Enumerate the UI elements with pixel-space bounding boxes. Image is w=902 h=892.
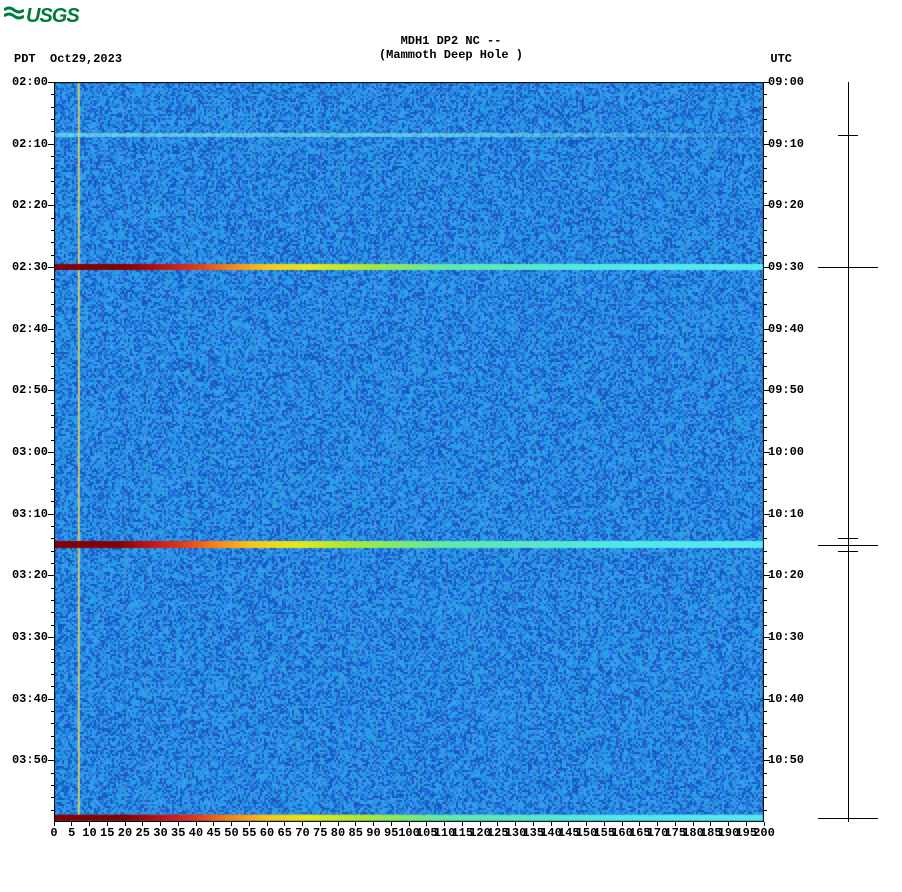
x-tick: 200 [753, 826, 775, 840]
y-tick-right: 10:10 [768, 507, 804, 521]
x-tick: 65 [278, 826, 292, 840]
y-tick-left: 02:10 [4, 137, 48, 151]
y-tick-right: 10:50 [768, 753, 804, 767]
x-tick: 30 [153, 826, 167, 840]
y-tick-left: 03:40 [4, 692, 48, 706]
x-tick: 90 [366, 826, 380, 840]
y-tick-left: 03:30 [4, 630, 48, 644]
left-timezone-block: PDT Oct29,2023 [14, 52, 122, 66]
x-tick: 95 [384, 826, 398, 840]
x-tick: 0 [50, 826, 57, 840]
y-tick-right: 10:40 [768, 692, 804, 706]
x-tick: 55 [242, 826, 256, 840]
x-tick: 45 [207, 826, 221, 840]
y-tick-right: 09:20 [768, 198, 804, 212]
x-tick: 15 [100, 826, 114, 840]
y-tick-right: 09:40 [768, 322, 804, 336]
y-tick-right: 09:50 [768, 383, 804, 397]
y-tick-right: 10:20 [768, 568, 804, 582]
y-tick-left: 02:40 [4, 322, 48, 336]
x-tick: 80 [331, 826, 345, 840]
x-tick: 40 [189, 826, 203, 840]
y-tick-right: 10:00 [768, 445, 804, 459]
x-tick: 35 [171, 826, 185, 840]
x-tick: 5 [68, 826, 75, 840]
y-tick-left: 02:20 [4, 198, 48, 212]
y-tick-right: 10:30 [768, 630, 804, 644]
y-tick-left: 03:50 [4, 753, 48, 767]
chart-title-line2: (Mammoth Deep Hole ) [4, 48, 898, 62]
y-tick-left: 03:10 [4, 507, 48, 521]
logo-text: USGS [26, 5, 79, 27]
left-tz-label: PDT [14, 52, 36, 66]
chart-title-line1: MDH1 DP2 NC -- [4, 34, 898, 48]
right-timezone-block: UTC [770, 52, 792, 66]
y-tick-right: 09:30 [768, 260, 804, 274]
x-tick: 85 [349, 826, 363, 840]
y-tick-right: 09:10 [768, 137, 804, 151]
y-tick-left: 02:00 [4, 75, 48, 89]
y-tick-left: 03:00 [4, 445, 48, 459]
y-tick-right: 09:00 [768, 75, 804, 89]
x-tick: 50 [224, 826, 238, 840]
spectrogram-canvas [54, 82, 764, 822]
date-label: Oct29,2023 [50, 52, 122, 66]
y-tick-left: 02:30 [4, 260, 48, 274]
usgs-logo: USGS [4, 4, 79, 28]
x-tick: 75 [313, 826, 327, 840]
y-tick-left: 03:20 [4, 568, 48, 582]
x-tick: 10 [82, 826, 96, 840]
x-tick: 60 [260, 826, 274, 840]
x-tick: 25 [136, 826, 150, 840]
x-tick: 70 [295, 826, 309, 840]
y-tick-left: 02:50 [4, 383, 48, 397]
right-tz-label: UTC [770, 52, 792, 66]
spectrogram-chart: 02:0009:0002:1009:1002:2009:2002:3009:30… [4, 82, 898, 882]
x-tick: 20 [118, 826, 132, 840]
chart-header: MDH1 DP2 NC -- (Mammoth Deep Hole ) [4, 34, 898, 62]
